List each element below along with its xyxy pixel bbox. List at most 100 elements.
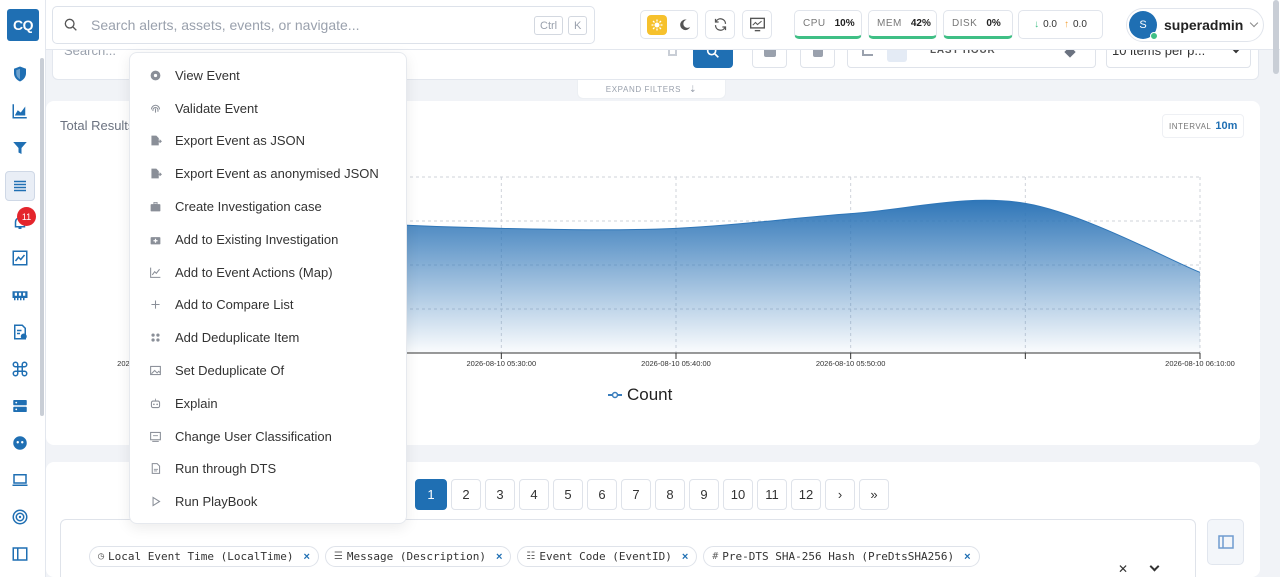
menu-item-validate-event[interactable]: Validate Event bbox=[130, 92, 406, 125]
sidebar-item-filters[interactable] bbox=[8, 136, 32, 160]
menu-item-label: View Event bbox=[175, 67, 240, 83]
sidebar-item-servers[interactable] bbox=[8, 394, 32, 418]
file-export-icon bbox=[148, 134, 162, 148]
page-button-8[interactable]: 8 bbox=[655, 479, 685, 510]
robot-icon bbox=[148, 396, 162, 410]
list-icon: ☰ bbox=[333, 551, 343, 562]
sidebar-item-events[interactable] bbox=[5, 171, 35, 201]
page-button-5[interactable]: 5 bbox=[553, 479, 583, 510]
interval-badge[interactable]: INTERVAL 10m bbox=[1162, 114, 1245, 138]
expand-filters-button[interactable]: EXPAND FILTERS ⇣ bbox=[577, 80, 726, 99]
menu-item-add-deduplicate-item[interactable]: Add Deduplicate Item bbox=[130, 321, 406, 354]
sidebar-item-statistics[interactable] bbox=[8, 246, 32, 270]
refresh-icon bbox=[714, 18, 726, 31]
cpu-label: CPU bbox=[803, 18, 826, 29]
avatar: S bbox=[1129, 11, 1158, 40]
toggle-side-panel-button[interactable] bbox=[1207, 519, 1244, 565]
sidebar-item-commands[interactable] bbox=[8, 357, 32, 381]
clear-columns-icon[interactable]: ✕ bbox=[1118, 562, 1129, 576]
menu-item-label: Run through DTS bbox=[175, 461, 277, 477]
sidebar-item-targets[interactable] bbox=[8, 505, 32, 529]
sidebar-item-layout[interactable] bbox=[8, 542, 32, 566]
page-button-7[interactable]: 7 bbox=[621, 479, 651, 510]
page-button-4[interactable]: 4 bbox=[519, 479, 549, 510]
disk-metric[interactable]: DISK 0% bbox=[943, 10, 1013, 39]
network-metric[interactable]: ↓ 0.0 ↑ 0.0 bbox=[1018, 10, 1103, 39]
remove-column-icon[interactable]: × bbox=[964, 550, 971, 563]
sidebar-item-reports[interactable] bbox=[8, 320, 32, 344]
sidebar-item-dashboard[interactable] bbox=[8, 99, 32, 123]
page-button-6[interactable]: 6 bbox=[587, 479, 617, 510]
global-search-input[interactable]: Search alerts, assets, events, or naviga… bbox=[52, 6, 595, 44]
page-last-button[interactable]: » bbox=[859, 479, 889, 510]
remove-column-icon[interactable]: × bbox=[681, 550, 689, 563]
disk-label: DISK bbox=[952, 18, 978, 29]
moon-icon[interactable] bbox=[678, 18, 692, 32]
menu-item-create-investigation-case[interactable]: Create Investigation case bbox=[130, 190, 406, 223]
column-chip[interactable]: ☷ Event Code (EventID) × bbox=[517, 546, 698, 567]
layout-icon bbox=[12, 547, 28, 561]
menu-item-export-event-as-anonymised-json[interactable]: Export Event as anonymised JSON bbox=[130, 157, 406, 190]
theme-toggle[interactable] bbox=[640, 10, 698, 39]
sidebar-scrollbar[interactable] bbox=[40, 58, 44, 416]
sidebar-item-shield[interactable] bbox=[8, 62, 32, 86]
cpu-metric[interactable]: CPU 10% bbox=[794, 10, 862, 39]
app-logo[interactable]: CQ bbox=[7, 9, 39, 41]
column-chip[interactable]: # Pre-DTS SHA-256 Hash (PreDtsSHA256) × bbox=[703, 546, 980, 567]
global-search-placeholder: Search alerts, assets, events, or naviga… bbox=[91, 17, 360, 33]
menu-item-change-user-classification[interactable]: Change User Classification bbox=[130, 420, 406, 453]
sidebar-item-endpoints[interactable] bbox=[8, 468, 32, 492]
menu-item-label: Set Deduplicate Of bbox=[175, 363, 285, 379]
eye-circle-icon bbox=[148, 68, 162, 82]
chart-legend[interactable]: Count bbox=[608, 385, 672, 405]
page-button-11[interactable]: 11 bbox=[757, 479, 787, 510]
column-chip-label: Local Event Time (LocalTime) bbox=[108, 550, 294, 563]
page-button-9[interactable]: 9 bbox=[689, 479, 719, 510]
user-menu[interactable]: S superadmin bbox=[1126, 8, 1264, 42]
briefcase-icon bbox=[148, 200, 162, 214]
page-scrollbar[interactable] bbox=[1273, 0, 1279, 74]
memory-icon bbox=[12, 291, 28, 301]
page-button-12[interactable]: 12 bbox=[791, 479, 821, 510]
stats-icon bbox=[12, 250, 28, 266]
page-button-10[interactable]: 10 bbox=[723, 479, 753, 510]
page-next-button[interactable]: › bbox=[825, 479, 855, 510]
arrow-down-icon: ↓ bbox=[1034, 19, 1040, 30]
selected-columns-chips: ◷ Local Event Time (LocalTime) × ☰ Message (… bbox=[89, 546, 980, 567]
page-button-1[interactable]: 1 bbox=[415, 479, 447, 510]
plus-icon bbox=[148, 298, 162, 312]
page-button-3[interactable]: 3 bbox=[485, 479, 515, 510]
sun-icon[interactable] bbox=[646, 14, 667, 35]
mem-metric[interactable]: MEM 42% bbox=[868, 10, 937, 39]
file-icon bbox=[148, 462, 162, 476]
page-button-2[interactable]: 2 bbox=[451, 479, 481, 510]
image-icon bbox=[148, 364, 162, 378]
sidebar-item-memory[interactable] bbox=[8, 283, 32, 307]
alerts-count-badge: 11 bbox=[17, 207, 36, 226]
search-icon bbox=[64, 18, 77, 31]
laptop-icon bbox=[12, 474, 28, 486]
menu-item-label: Add Deduplicate Item bbox=[175, 330, 300, 346]
column-chip-label: Pre-DTS SHA-256 Hash (PreDtsSHA256) bbox=[722, 550, 955, 563]
menu-item-export-event-as-json[interactable]: Export Event as JSON bbox=[130, 125, 406, 158]
menu-item-explain[interactable]: Explain bbox=[130, 387, 406, 420]
menu-item-add-to-existing-investigation[interactable]: Add to Existing Investigation bbox=[130, 223, 406, 256]
menu-item-view-event[interactable]: View Event bbox=[130, 59, 406, 92]
remove-column-icon[interactable]: × bbox=[495, 550, 503, 563]
menu-item-add-to-event-actions-map[interactable]: Add to Event Actions (Map) bbox=[130, 256, 406, 289]
command-icon bbox=[12, 361, 28, 377]
remove-column-icon[interactable]: × bbox=[303, 550, 310, 563]
legend-series-label: Count bbox=[627, 385, 673, 404]
mem-label: MEM bbox=[877, 18, 902, 29]
column-chip[interactable]: ☰ Message (Description) × bbox=[324, 546, 512, 567]
sidebar-item-automation[interactable] bbox=[8, 431, 32, 455]
play-icon bbox=[148, 495, 162, 509]
monitor-button[interactable] bbox=[742, 10, 772, 39]
column-chip-label: Event Code (EventID) bbox=[539, 550, 672, 563]
menu-item-add-to-compare-list[interactable]: Add to Compare List bbox=[130, 289, 406, 322]
menu-item-set-deduplicate-of[interactable]: Set Deduplicate Of bbox=[130, 354, 406, 387]
refresh-button[interactable] bbox=[705, 10, 735, 39]
menu-item-run-through-dts[interactable]: Run through DTS bbox=[130, 453, 406, 486]
menu-item-run-playbook[interactable]: Run PlayBook bbox=[130, 485, 406, 518]
column-chip[interactable]: ◷ Local Event Time (LocalTime) × bbox=[89, 546, 319, 567]
